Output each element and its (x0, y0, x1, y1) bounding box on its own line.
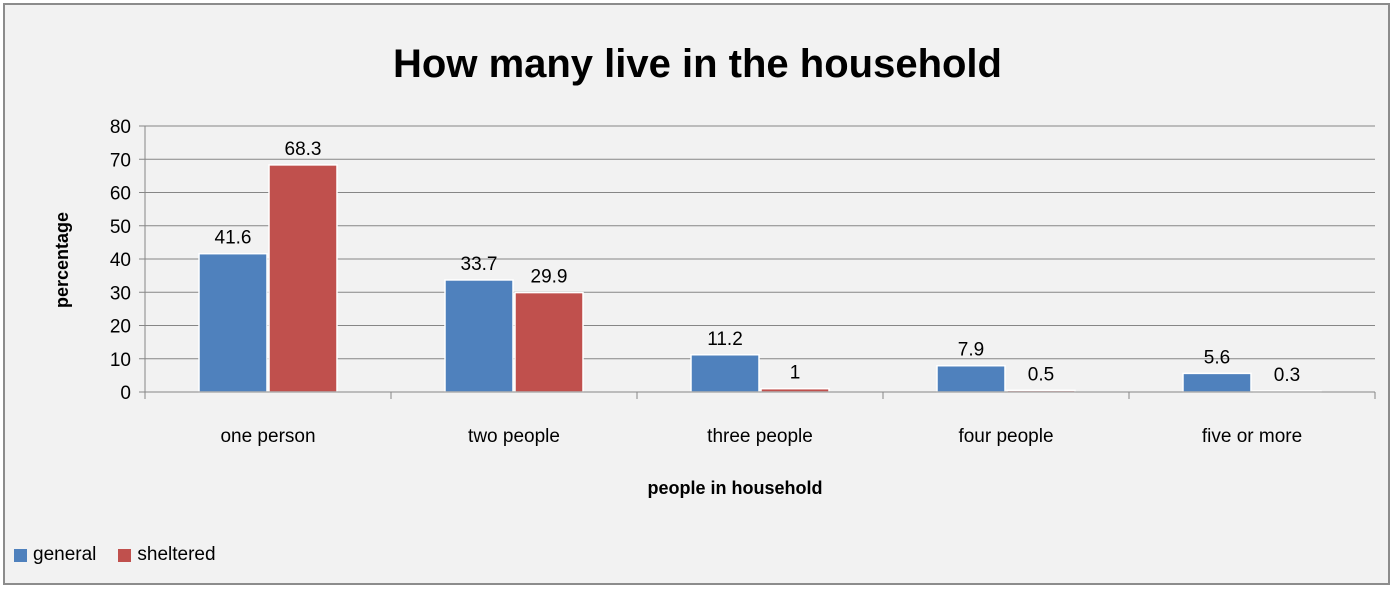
y-tick-label: 70 (110, 150, 131, 171)
data-label-general: 7.9 (958, 340, 984, 361)
data-label-general: 11.2 (707, 329, 743, 350)
y-tick-label: 40 (110, 250, 131, 271)
y-tick-label: 0 (120, 383, 131, 404)
y-tick-label: 80 (110, 117, 131, 138)
bar-general (1182, 372, 1252, 393)
legend-label-sheltered: sheltered (137, 544, 216, 565)
bar-general (198, 252, 268, 393)
bar-general (444, 279, 514, 393)
x-tick-label: two people (468, 426, 560, 447)
gridlines (145, 125, 1375, 360)
y-tick-label: 60 (110, 184, 131, 205)
axes: 0 10 20 30 40 50 60 70 80 one person two people thr… (110, 117, 1376, 447)
data-label-sheltered: 68.3 (285, 139, 322, 160)
bar-general (936, 364, 1006, 393)
y-tick-label: 50 (110, 217, 131, 238)
bar-general (690, 354, 760, 393)
chart-title: How many live in the household (393, 42, 1002, 86)
data-label-general: 33.7 (461, 254, 498, 275)
legend-item-general: general (14, 544, 96, 566)
legend-item-sheltered: sheltered (118, 544, 216, 566)
x-tick-label: four people (958, 426, 1053, 447)
data-label-sheltered: 29.9 (531, 267, 568, 288)
data-label-general: 41.6 (215, 228, 252, 249)
legend-swatch-sheltered (118, 548, 132, 562)
x-tick-label: five or more (1202, 426, 1302, 447)
y-tick-label: 30 (110, 283, 131, 304)
y-tick-label: 20 (110, 317, 131, 338)
data-labels: 41.6 68.3 33.7 29.9 11.2 1 7.9 0.5 5.6 0.3 (215, 139, 1301, 386)
x-tick-label: one person (220, 426, 315, 447)
x-tick-label: three people (707, 426, 813, 447)
y-axis-title: percentage (52, 212, 72, 308)
bar-sheltered (514, 291, 584, 393)
data-label-general: 5.6 (1204, 347, 1230, 368)
legend: general sheltered (14, 543, 238, 567)
data-label-sheltered: 1 (790, 363, 801, 384)
y-tick-label: 10 (110, 350, 131, 371)
legend-swatch-general (14, 548, 27, 562)
legend-label-general: general (33, 544, 97, 565)
x-axis-title: people in household (648, 478, 823, 498)
data-label-sheltered: 0.5 (1028, 364, 1054, 385)
data-label-sheltered: 0.3 (1274, 365, 1300, 386)
bars (198, 164, 1322, 393)
bar-sheltered (268, 164, 338, 393)
